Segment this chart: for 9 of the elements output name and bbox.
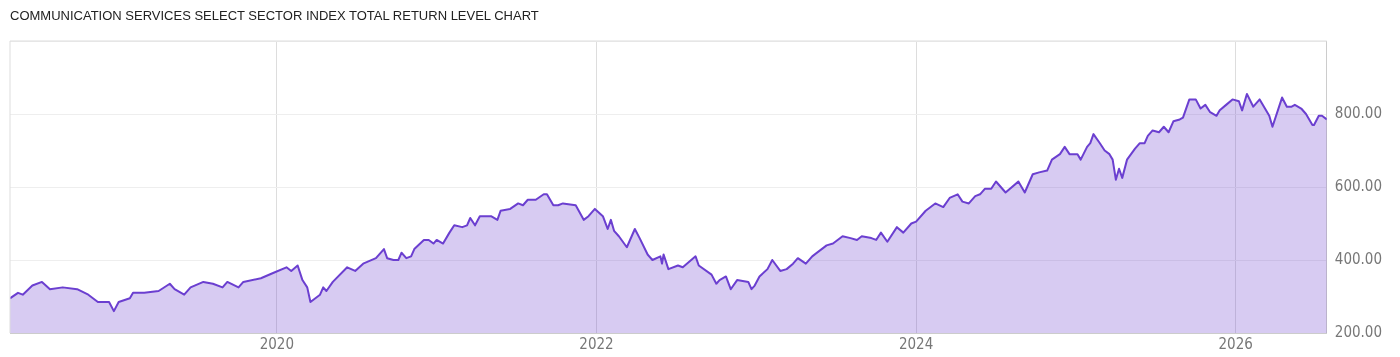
- x-tick-label: 2020: [259, 334, 295, 353]
- chart-title: COMMUNICATION SERVICES SELECT SECTOR INDEX TOTAL RETURN LEVEL CHART: [10, 8, 539, 23]
- x-tick-label: 2026: [1218, 334, 1253, 353]
- y-tick-label: 400.00: [1334, 249, 1383, 268]
- y-tick-label: 200.00: [1334, 322, 1383, 341]
- y-tick-label: 800.00: [1334, 103, 1383, 122]
- x-tick-label: 2024: [898, 334, 934, 353]
- x-tick-label: 2022: [579, 334, 614, 353]
- y-tick-label: 600.00: [1334, 176, 1383, 195]
